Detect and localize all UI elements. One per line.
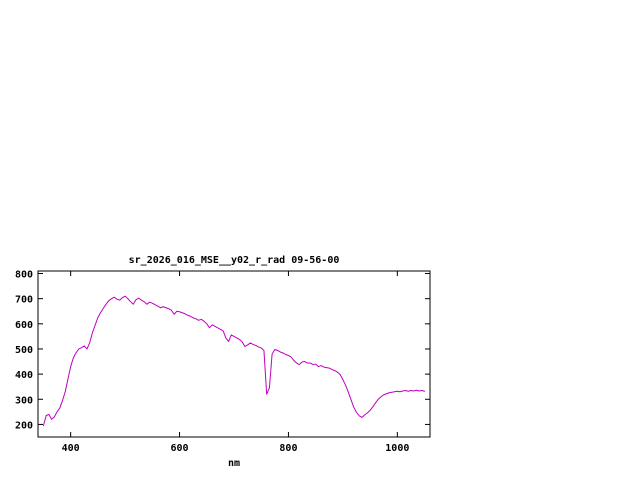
plot-border bbox=[37, 270, 431, 438]
x-tick-label: 400 bbox=[62, 443, 80, 454]
x-tick-label: 600 bbox=[171, 443, 189, 454]
x-axis-label: nm bbox=[228, 458, 240, 469]
x-tick-label: 800 bbox=[279, 443, 297, 454]
y-tick-label: 500 bbox=[15, 345, 33, 356]
x-tick-label: 1000 bbox=[385, 443, 409, 454]
axis-ticks: 400 600 800 1000 200 300 400 500 600 700 800 bbox=[15, 270, 430, 454]
y-tick-label: 400 bbox=[15, 370, 33, 381]
y-tick-label: 300 bbox=[15, 395, 33, 406]
y-tick-label: 600 bbox=[15, 320, 33, 331]
chart-title: sr_2026_016_MSE__y02_r_rad 09-56-00 bbox=[129, 255, 340, 266]
y-tick-label: 800 bbox=[15, 270, 33, 281]
spectrum-line bbox=[42, 295, 426, 427]
y-tick-label: 700 bbox=[15, 295, 33, 306]
y-tick-label: 200 bbox=[15, 420, 33, 431]
